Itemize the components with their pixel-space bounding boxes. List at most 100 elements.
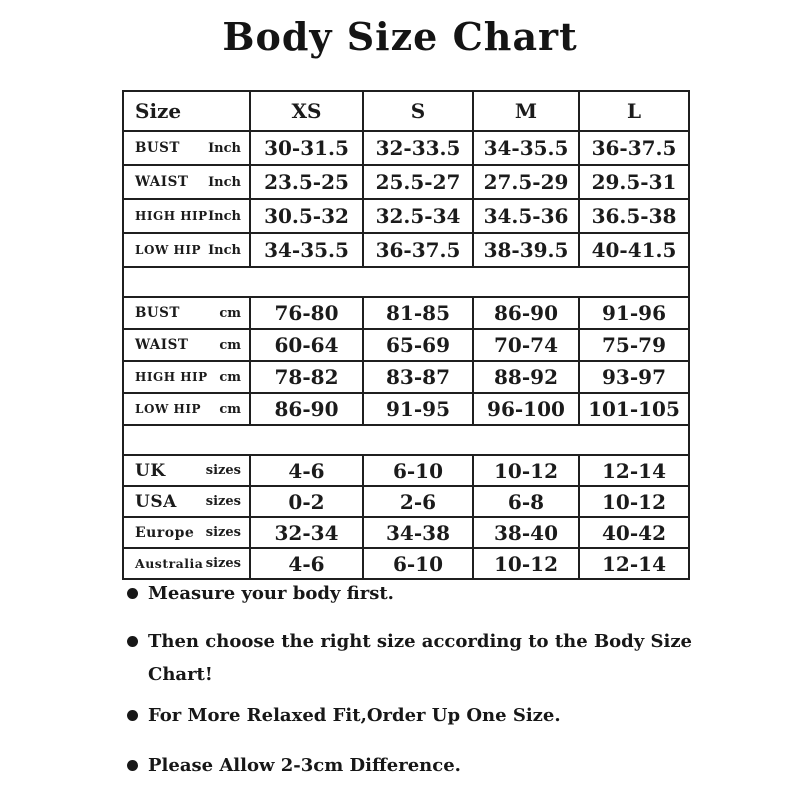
- size-range-cell: 27.5-29: [472, 164, 580, 200]
- measurement-name: LOW HIP: [135, 402, 202, 416]
- unit-label: Inch: [208, 174, 241, 190]
- unit-label: sizes: [205, 525, 241, 540]
- size-range-cell: 6-8: [472, 485, 580, 518]
- measurement-name: LOW HIP: [135, 243, 202, 257]
- region-label-cell: USA sizes: [122, 485, 251, 518]
- note-item: Please Allow 2-3cm Difference.: [127, 749, 727, 782]
- note-text: Then choose the right size according to …: [148, 631, 692, 685]
- size-range-cell: 29.5-31: [578, 164, 690, 200]
- size-range-cell: 36-37.5: [362, 232, 474, 268]
- size-range-cell: 75-79: [578, 328, 690, 362]
- measurement-label-cell: WAIST cm: [122, 328, 251, 362]
- page-title: Body Size Chart: [222, 14, 578, 59]
- size-range-cell: 83-87: [362, 360, 474, 394]
- table-row-lowhip-inch: LOW HIP Inch 34-35.5 36-37.5 38-39.5 40-…: [122, 232, 690, 268]
- unit-label: cm: [219, 369, 241, 385]
- unit-label: cm: [219, 337, 241, 353]
- measurement-label-cell: LOW HIP Inch: [122, 232, 251, 268]
- size-range-cell: 10-12: [472, 547, 580, 580]
- unit-label: Inch: [208, 208, 241, 224]
- size-range-cell: 2-6: [362, 485, 474, 518]
- note-item: For More Relaxed Fit,Order Up One Size.: [127, 699, 727, 732]
- unit-label: sizes: [205, 556, 241, 571]
- measurement-label-cell: HIGH HIP Inch: [122, 198, 251, 234]
- table-row-highhip-inch: HIGH HIP Inch 30.5-32 32.5-34 34.5-36 36…: [122, 198, 690, 234]
- bullet-icon: [127, 710, 138, 721]
- body-size-chart-table: Size XS S M L BUST Inch 30-31.5 32-33.5 …: [122, 90, 690, 580]
- size-range-cell: 96-100: [472, 392, 580, 426]
- size-range-cell: 30-31.5: [249, 130, 364, 166]
- size-range-cell: 93-97: [578, 360, 690, 394]
- size-range-cell: 4-6: [249, 454, 364, 487]
- bullet-icon: [127, 760, 138, 771]
- column-header-l: L: [578, 90, 690, 132]
- unit-label: Inch: [208, 242, 241, 258]
- table-row-uk-sizes: UK sizes 4-6 6-10 10-12 12-14: [122, 454, 690, 487]
- table-row-bust-cm: BUST cm 76-80 81-85 86-90 91-96: [122, 296, 690, 330]
- size-range-cell: 12-14: [578, 454, 690, 487]
- size-range-cell: 6-10: [362, 454, 474, 487]
- region-name: UK: [135, 460, 166, 481]
- region-name: Europe: [135, 524, 195, 541]
- size-range-cell: 32-34: [249, 516, 364, 549]
- unit-label: Inch: [208, 140, 241, 156]
- table-row-bust-inch: BUST Inch 30-31.5 32-33.5 34-35.5 36-37.…: [122, 130, 690, 166]
- unit-label: cm: [219, 401, 241, 417]
- note-item: Then choose the right size according to …: [127, 625, 727, 691]
- measurement-label-cell: WAIST Inch: [122, 164, 251, 200]
- size-range-cell: 36-37.5: [578, 130, 690, 166]
- size-range-cell: 10-12: [578, 485, 690, 518]
- region-label-cell: Australia sizes: [122, 547, 251, 580]
- table-row-usa-sizes: USA sizes 0-2 2-6 6-8 10-12: [122, 485, 690, 518]
- note-item: Measure your body first.: [127, 577, 727, 610]
- region-label-cell: Europe sizes: [122, 516, 251, 549]
- unit-label: sizes: [205, 494, 241, 509]
- size-range-cell: 91-96: [578, 296, 690, 330]
- size-range-cell: 86-90: [249, 392, 364, 426]
- size-range-cell: 0-2: [249, 485, 364, 518]
- size-range-cell: 4-6: [249, 547, 364, 580]
- size-range-cell: 23.5-25: [249, 164, 364, 200]
- measurement-name: HIGH HIP: [135, 370, 208, 384]
- size-range-cell: 38-40: [472, 516, 580, 549]
- measurement-name: WAIST: [135, 337, 189, 353]
- measurement-name: BUST: [135, 305, 180, 321]
- size-range-cell: 40-41.5: [578, 232, 690, 268]
- note-text: For More Relaxed Fit,Order Up One Size.: [148, 705, 561, 726]
- table-header-row: Size XS S M L: [122, 90, 690, 132]
- region-label-cell: UK sizes: [122, 454, 251, 487]
- column-header-xs: XS: [249, 90, 364, 132]
- column-header-s: S: [362, 90, 474, 132]
- size-range-cell: 25.5-27: [362, 164, 474, 200]
- size-range-cell: 6-10: [362, 547, 474, 580]
- size-range-cell: 86-90: [472, 296, 580, 330]
- size-range-cell: 81-85: [362, 296, 474, 330]
- size-range-cell: 10-12: [472, 454, 580, 487]
- table-row-waist-inch: WAIST Inch 23.5-25 25.5-27 27.5-29 29.5-…: [122, 164, 690, 200]
- size-range-cell: 12-14: [578, 547, 690, 580]
- section-spacer-row: [122, 266, 690, 298]
- measurement-name: HIGH HIP: [135, 209, 208, 223]
- bullet-icon: [127, 588, 138, 599]
- size-range-cell: 32.5-34: [362, 198, 474, 234]
- bullet-icon: [127, 636, 138, 647]
- size-range-cell: 76-80: [249, 296, 364, 330]
- column-header-size: Size: [122, 90, 251, 132]
- measurement-label-cell: BUST Inch: [122, 130, 251, 166]
- measurement-label-cell: BUST cm: [122, 296, 251, 330]
- size-range-cell: 34-35.5: [249, 232, 364, 268]
- size-range-cell: 101-105: [578, 392, 690, 426]
- unit-label: cm: [219, 305, 241, 321]
- size-range-cell: 36.5-38: [578, 198, 690, 234]
- size-range-cell: 60-64: [249, 328, 364, 362]
- size-range-cell: 78-82: [249, 360, 364, 394]
- unit-label: sizes: [205, 463, 241, 478]
- table-row-australia-sizes: Australia sizes 4-6 6-10 10-12 12-14: [122, 547, 690, 580]
- size-range-cell: 91-95: [362, 392, 474, 426]
- note-text: Please Allow 2-3cm Difference.: [148, 755, 461, 776]
- size-range-cell: 40-42: [578, 516, 690, 549]
- section-spacer-row: [122, 424, 690, 456]
- table-row-highhip-cm: HIGH HIP cm 78-82 83-87 88-92 93-97: [122, 360, 690, 394]
- table-row-lowhip-cm: LOW HIP cm 86-90 91-95 96-100 101-105: [122, 392, 690, 426]
- notes-list: Measure your body first. Then choose the…: [127, 577, 727, 797]
